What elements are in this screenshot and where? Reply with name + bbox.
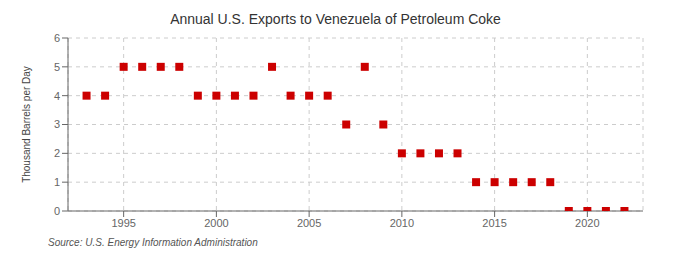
svg-text:6: 6 (54, 32, 60, 44)
svg-text:1995: 1995 (111, 217, 135, 229)
svg-text:Thousand Barrels per Day: Thousand Barrels per Day (21, 66, 32, 183)
svg-text:3: 3 (54, 118, 60, 130)
svg-text:2010: 2010 (390, 217, 414, 229)
svg-text:1: 1 (54, 176, 60, 188)
html-text:Annual U.S. Exports to Venezue: Annual U.S. Exports to Venezuela of Petr… (170, 11, 501, 27)
svg-text:2005: 2005 (297, 217, 321, 229)
svg-text:2000: 2000 (204, 217, 228, 229)
html-text:Source: U.S. Energy Informatio: Source: U.S. Energy Information Administ… (48, 237, 258, 248)
svg-text:0: 0 (54, 205, 60, 217)
svg-text:4: 4 (54, 90, 60, 102)
svg-text:2020: 2020 (575, 217, 599, 229)
svg-text:2: 2 (54, 147, 60, 159)
svg-text:5: 5 (54, 61, 60, 73)
svg-text:2015: 2015 (482, 217, 506, 229)
